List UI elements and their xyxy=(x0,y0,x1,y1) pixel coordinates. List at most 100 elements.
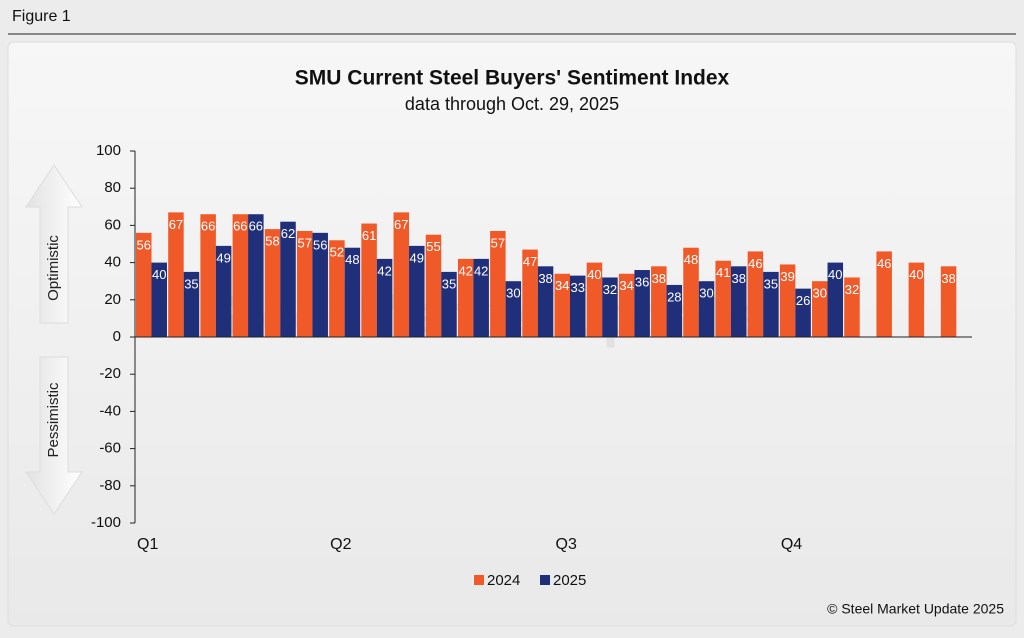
figure-label: Figure 1 xyxy=(12,8,71,25)
value-label: 38 xyxy=(941,271,955,286)
x-tick-label: Q2 xyxy=(330,536,351,553)
value-label: 42 xyxy=(377,263,391,278)
bar xyxy=(136,232,152,337)
legend-label: 2024 xyxy=(487,572,520,589)
chart-title: SMU Current Steel Buyers' Sentiment Inde… xyxy=(295,67,730,90)
legend-label: 2025 xyxy=(553,572,586,589)
bar xyxy=(151,262,167,337)
value-label: 30 xyxy=(699,286,713,301)
bar xyxy=(344,247,361,337)
bar xyxy=(812,281,828,337)
legend-swatch xyxy=(540,575,550,585)
value-label: 61 xyxy=(362,228,376,243)
bar xyxy=(296,230,313,337)
bar xyxy=(586,262,603,337)
bar xyxy=(876,251,892,337)
bar xyxy=(200,214,216,337)
copyright: © Steel Market Update 2025 xyxy=(827,601,1004,617)
x-tick-label: Q4 xyxy=(781,536,802,553)
value-label: 58 xyxy=(265,234,279,249)
up-arrow xyxy=(25,164,83,324)
value-label: 42 xyxy=(458,263,472,278)
bar xyxy=(763,271,779,337)
bar xyxy=(248,214,264,337)
value-label: 42 xyxy=(474,263,488,278)
bar xyxy=(473,258,489,337)
value-label: 40 xyxy=(909,267,923,282)
bar xyxy=(683,247,699,337)
value-label: 38 xyxy=(652,271,666,286)
value-label: 47 xyxy=(523,254,537,269)
optimistic-label: Optimistic xyxy=(45,235,62,301)
bar xyxy=(618,273,635,337)
value-label: 40 xyxy=(587,267,601,282)
bar xyxy=(651,266,667,337)
value-label: 38 xyxy=(731,271,745,286)
value-label: 35 xyxy=(764,276,778,291)
pessimistic-label: Pessimistic xyxy=(45,382,62,458)
value-label: 49 xyxy=(410,250,424,265)
value-label: 40 xyxy=(152,267,166,282)
value-label: 39 xyxy=(780,269,794,284)
y-tick-label: 100 xyxy=(96,142,121,159)
bar xyxy=(779,264,796,337)
value-label: 56 xyxy=(313,237,327,252)
value-label: 40 xyxy=(828,267,842,282)
bar xyxy=(827,262,844,337)
value-label: 56 xyxy=(137,237,151,252)
bar xyxy=(409,245,425,337)
bar xyxy=(168,212,184,337)
bar xyxy=(715,260,731,337)
value-label: 66 xyxy=(249,219,263,234)
bar xyxy=(232,214,249,337)
value-label: 67 xyxy=(394,217,408,232)
x-tick-label: Q1 xyxy=(137,536,158,553)
bar xyxy=(698,281,715,337)
bar xyxy=(215,245,232,337)
value-label: 57 xyxy=(297,235,311,250)
bar xyxy=(795,288,811,337)
y-tick-label: -40 xyxy=(99,402,121,419)
bar xyxy=(666,284,683,337)
bar xyxy=(602,277,618,337)
value-label: 26 xyxy=(796,293,810,308)
bar xyxy=(441,271,457,337)
bar xyxy=(554,273,570,337)
bar xyxy=(537,266,554,337)
bar xyxy=(264,229,281,337)
bar xyxy=(425,234,442,337)
bar xyxy=(730,266,747,337)
bar xyxy=(908,262,925,337)
y-tick-label: -100 xyxy=(91,514,121,531)
value-label: 41 xyxy=(716,265,730,280)
bar xyxy=(844,277,860,337)
value-label: 32 xyxy=(845,282,859,297)
value-label: 48 xyxy=(345,252,359,267)
y-tick-label: 60 xyxy=(104,216,121,233)
value-label: 30 xyxy=(506,286,520,301)
value-label: 52 xyxy=(330,245,344,260)
down-arrow xyxy=(25,356,83,515)
bar xyxy=(457,258,474,337)
value-label: 38 xyxy=(538,271,552,286)
value-label: 28 xyxy=(667,289,681,304)
bar xyxy=(361,223,377,337)
value-label: 34 xyxy=(619,278,633,293)
y-tick-label: 40 xyxy=(104,254,121,271)
bar xyxy=(183,271,200,337)
bar xyxy=(747,251,764,337)
value-label: 55 xyxy=(426,239,440,254)
value-label: 46 xyxy=(877,256,891,271)
value-label: 66 xyxy=(233,219,247,234)
value-label: 49 xyxy=(216,250,230,265)
value-label: 34 xyxy=(555,278,569,293)
value-label: 48 xyxy=(684,252,698,267)
value-label: 32 xyxy=(603,282,617,297)
bar xyxy=(570,275,586,337)
chart-subtitle: data through Oct. 29, 2025 xyxy=(405,94,619,114)
value-label: 67 xyxy=(169,217,183,232)
value-label: 30 xyxy=(813,286,827,301)
y-tick-label: 80 xyxy=(104,179,121,196)
